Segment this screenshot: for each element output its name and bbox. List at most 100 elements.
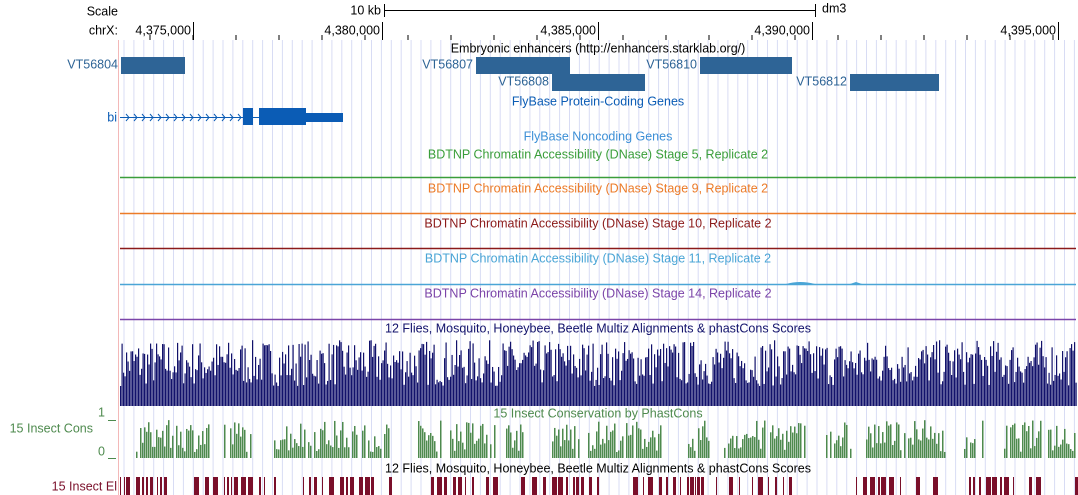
phastcons-bar: [888, 425, 890, 458]
conserved-element: [775, 477, 777, 495]
conservation-bar: [805, 348, 807, 406]
conservation-bar: [495, 385, 497, 406]
conservation-bar: [1047, 383, 1049, 406]
conservation-bar: [960, 359, 962, 406]
phastcons-bar: [348, 447, 350, 458]
conservation-bar: [462, 367, 464, 406]
conservation-bar: [952, 361, 954, 406]
conservation-bar: [411, 372, 413, 406]
phastcons-bar: [876, 443, 878, 458]
conservation-bar: [919, 359, 921, 406]
conservation-bar: [132, 351, 134, 406]
ruler-tick-label: 4,390,000: [754, 23, 810, 37]
conservation-bar: [472, 343, 474, 406]
conservation-bar: [1003, 374, 1005, 406]
conservation-bar: [385, 342, 387, 406]
enhancer-label: VT56808: [498, 74, 549, 88]
conservation-bar: [1002, 376, 1004, 406]
phastcons-bar: [972, 443, 974, 458]
conservation-bar: [996, 351, 998, 406]
conservation-bar: [1008, 383, 1010, 406]
phastcons-bar: [298, 446, 300, 458]
phastcons-bar: [300, 423, 302, 458]
conservation-bar: [322, 353, 324, 406]
conservation-bar: [873, 359, 875, 406]
conserved-element: [521, 477, 525, 495]
phastcons-bar: [506, 428, 508, 458]
conservation-bar: [832, 384, 834, 406]
conservation-bar: [139, 374, 141, 406]
conservation-bar: [1048, 372, 1050, 406]
phastcons-bar: [800, 423, 802, 458]
conservation-bar: [460, 350, 462, 406]
conservation-bar: [484, 356, 486, 406]
phastcons-bar: [194, 451, 196, 458]
conserved-element: [543, 477, 546, 495]
phastcons-bar: [234, 422, 236, 458]
conservation-bar: [510, 341, 512, 406]
conserved-element: [687, 477, 689, 495]
conserved-element: [558, 477, 563, 495]
conservation-bar: [594, 385, 596, 406]
conservation-bar: [487, 363, 489, 406]
conservation-bar: [723, 357, 725, 406]
conservation-bar: [160, 359, 162, 406]
conservation-bar: [153, 380, 155, 406]
conservation-bar: [763, 383, 765, 406]
phastcons-bar: [440, 420, 442, 458]
conservation-bar: [274, 374, 276, 406]
conservation-bar: [693, 341, 695, 406]
conservation-bar: [913, 376, 915, 406]
conservation-bar: [718, 362, 720, 406]
conserved-element: [566, 477, 568, 495]
phastcons-bar: [330, 445, 332, 458]
conservation-bar: [423, 344, 425, 406]
conservation-bar: [333, 344, 335, 406]
phastcons-bar: [730, 438, 732, 458]
conservation-bar: [943, 371, 945, 406]
phastcons-bar: [472, 423, 474, 458]
phastcons-bar: [378, 446, 380, 458]
phastcons-bar: [826, 435, 828, 458]
conservation-bar: [651, 344, 653, 406]
conservation-bar: [310, 354, 312, 406]
conservation-bar: [537, 341, 539, 406]
conservation-bar: [415, 366, 417, 406]
conservation-bar: [643, 375, 645, 406]
phastcons-bar: [754, 437, 756, 458]
phastcons-bar: [320, 428, 322, 458]
phastcons-bar: [574, 426, 576, 458]
phastcons-bar: [274, 440, 276, 458]
phastcons-bar: [932, 438, 934, 458]
phastcons-bar: [244, 429, 246, 458]
conservation-bar: [1023, 382, 1025, 406]
conservation-bar: [556, 381, 558, 406]
conserved-element: [889, 477, 894, 495]
phastcons-bar: [868, 426, 870, 458]
phastcons-bar: [1004, 448, 1006, 458]
conservation-bar: [885, 345, 887, 406]
conservation-bar: [609, 377, 611, 406]
conservation-bar: [759, 385, 761, 406]
conservation-bar: [660, 348, 662, 406]
track-title: BDTNP Chromatin Accessibility (DNase) St…: [424, 216, 771, 230]
phastcons-bar: [186, 428, 188, 458]
phastcons-bar: [196, 449, 198, 458]
conservation-bar: [889, 370, 891, 406]
phastcons-bar: [512, 447, 514, 458]
conservation-bar: [301, 343, 303, 406]
conservation-bar: [619, 380, 621, 406]
conservation-bar: [237, 370, 239, 406]
conservation-bar: [895, 383, 897, 406]
phastcons-bar: [458, 441, 460, 458]
conservation-bar: [1065, 357, 1067, 406]
phastcons-bar: [432, 435, 434, 458]
conservation-bar: [346, 352, 348, 406]
conservation-bar: [127, 361, 129, 406]
conservation-bar: [454, 365, 456, 406]
conservation-bar: [667, 366, 669, 406]
conservation-bar: [294, 380, 296, 406]
conservation-bar: [181, 345, 183, 406]
conservation-bar: [898, 368, 900, 406]
conservation-bar: [292, 344, 294, 406]
